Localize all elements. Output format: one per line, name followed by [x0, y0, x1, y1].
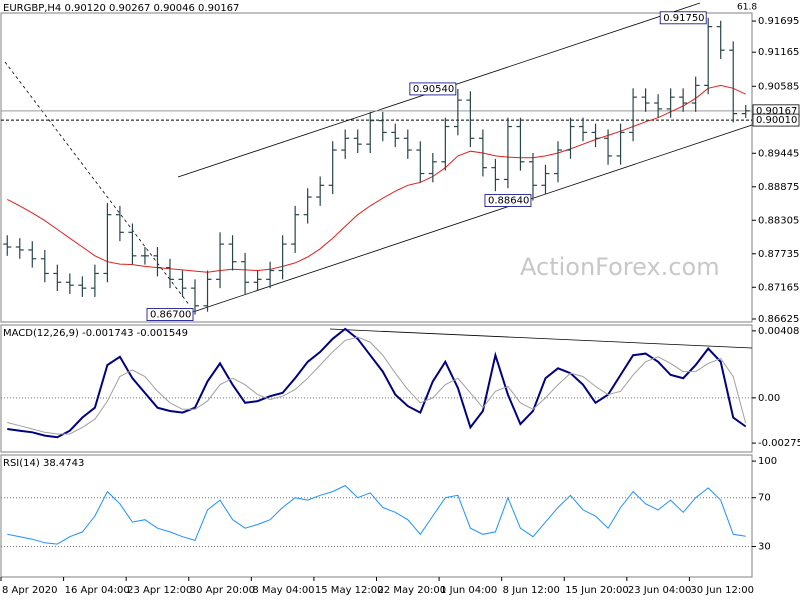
moving-average: [7, 84, 746, 273]
y-tick-label: 0.87735: [758, 249, 799, 260]
x-tick-label: 23 Jun 04:00: [628, 585, 692, 596]
price-title: EURGBP,H4 0.90120 0.90267 0.90046 0.9016…: [3, 3, 239, 14]
y-tick-label: 0.90585: [758, 81, 799, 92]
y-tick-label: 0.91165: [758, 47, 799, 58]
annotation-box: [146, 308, 194, 321]
annotation-label: 0.86700: [150, 310, 191, 321]
price-label: 0.90010: [756, 115, 797, 126]
y-tick-label: 30: [758, 542, 771, 553]
x-tick-label: 16 Apr 04:00: [65, 585, 130, 596]
x-tick-label: 30 Jun 12:00: [690, 585, 754, 596]
x-tick-label: 8 May 04:00: [252, 585, 314, 596]
x-tick-label: 8 Jun 12:00: [503, 585, 560, 596]
y-tick-label: 0.88305: [758, 215, 799, 226]
x-tick-label: 8 Apr 2020: [2, 585, 57, 596]
y-tick-label: 0.004083: [758, 326, 800, 337]
x-tick-label: 1 Jun 04:00: [440, 585, 497, 596]
price-label-box: [752, 113, 800, 127]
annotation-label: 0.90540: [413, 84, 454, 95]
annotation-label: 0.91750: [663, 13, 704, 24]
y-tick-label: 100: [758, 456, 777, 467]
channel-lower: [189, 124, 753, 314]
x-tick-label: 15 Jun 20:00: [565, 585, 629, 596]
x-tick-label: 23 Apr 12:00: [127, 585, 192, 596]
y-tick-label: -0.002757: [758, 438, 800, 449]
indicator-line: [7, 336, 747, 435]
price-label: 0.90167: [756, 106, 797, 117]
x-tick-label: 15 May 12:00: [315, 585, 384, 596]
price-panel: [0, 12, 753, 323]
indicator-line: [7, 484, 746, 545]
y-tick-label: 0.86625: [758, 314, 799, 325]
annotation-box: [484, 194, 532, 207]
y-tick-label: 0.87165: [758, 282, 799, 293]
y-tick-label: 0.88875: [758, 182, 799, 193]
annotation-box: [409, 82, 457, 96]
macd-panel: [0, 324, 753, 453]
x-tick-label: 22 May 20:00: [378, 585, 447, 596]
watermark: ActionForex.com: [520, 253, 720, 281]
y-tick-label: 70: [758, 493, 771, 504]
annotation-label: 0.88640: [488, 196, 529, 207]
indicator-line: [7, 327, 747, 439]
macd-trend-line: [329, 328, 753, 349]
x-tick-label: 30 Apr 20:00: [190, 585, 255, 596]
y-tick-label: 0.00: [758, 393, 780, 404]
rsi-title: RSI(14) 38.4743: [3, 458, 84, 469]
macd-title: MACD(12,26,9) -0.001743 -0.001549: [3, 328, 188, 339]
annotation-box: [659, 11, 707, 25]
fib-label: 61.8: [737, 3, 757, 13]
y-tick-label: 0.89445: [758, 148, 799, 159]
y-tick-label: 0.91695: [758, 16, 799, 27]
